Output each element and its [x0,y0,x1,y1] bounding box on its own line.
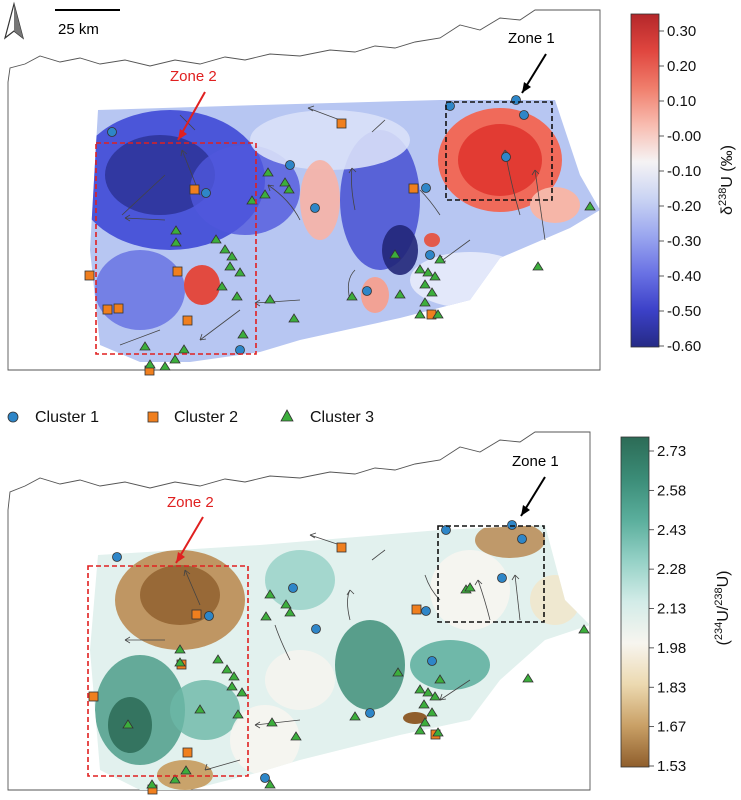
panel-delta238u: Zone 2 Zone 1 0.30 0.20 0.10 -0.00 -0.10 -0.2… [7,9,736,376]
legend-label: Cluster 1 [35,409,99,426]
delta238u-surface [90,100,600,362]
cluster1-sample [501,152,511,162]
colorbar-tick-label: 2.58 [657,482,686,499]
legend-label: Cluster 3 [310,409,374,426]
colorbar-tick-label: 2.28 [657,561,686,578]
cluster2-sample [191,609,202,620]
cluster1-sample [260,773,270,783]
colorbar-tick-label: 1.98 [657,640,686,657]
cluster2-sample [84,270,95,281]
cluster1-sample [421,183,431,193]
cluster1-sample [497,573,507,583]
zone1-box [445,101,553,201]
cluster1-sample [421,606,431,616]
cluster1-sample [425,250,435,260]
colorbar-tick-label: -0.10 [667,163,701,180]
cluster1-sample [445,101,455,111]
colorbar-tick-label: -0.50 [667,303,701,320]
cluster1-sample [362,286,372,296]
colorbar-tick-label: 1.83 [657,679,686,696]
colorbar-tick-label: 2.43 [657,522,686,539]
colorbar-tick-label: 2.13 [657,601,686,618]
colorbar-label: δ238U (‰) [717,145,736,215]
cluster1-sample [112,552,122,562]
cluster1-sample [288,583,298,593]
cluster1-sample [311,624,321,634]
zone1-label: Zone 1 [508,30,555,47]
colorbar-tick-label: 0.20 [667,58,696,75]
cluster1-sample [310,203,320,213]
sample-markers [88,520,590,795]
cluster2-sample [172,266,183,277]
cluster2-sample [336,118,347,129]
zone1-box [437,525,545,623]
cluster2-legend-icon [147,411,159,423]
flow-arrows [124,532,521,771]
cluster1-sample [365,708,375,718]
cluster1-legend-icon [7,411,19,423]
colorbar-tick-label: -0.40 [667,268,701,285]
cluster1-sample [511,95,521,105]
colorbar-tick-label: 1.67 [657,719,686,736]
cluster3-legend-icon [280,409,294,422]
cluster1-sample [235,345,245,355]
cluster1-sample [427,656,437,666]
state-outline [7,431,591,791]
state-outline [7,9,601,371]
zone2-label: Zone 2 [167,494,214,511]
legend: Cluster 1 Cluster 2 Cluster 3 [7,409,374,426]
colorbar-tick-label: 2.73 [657,443,686,460]
colorbar-tick-label: -0.60 [667,338,701,355]
cluster2-sample [408,183,419,194]
panel-234u-238u: Zone 2 Zone 1 2.73 2.58 2.43 2.28 2.13 1.98 1.… [7,431,732,795]
cluster1-sample [285,160,295,170]
cluster2-sample [113,303,124,314]
cluster1-sample [441,525,451,535]
cluster2-sample [336,542,347,553]
cluster1-sample [519,110,529,120]
north-arrow-icon [3,1,25,40]
colorbar-label: (234U/238U) [713,571,732,646]
zone2-box [87,565,249,777]
cluster2-sample [102,304,113,315]
colorbar-tick-label: -0.20 [667,198,701,215]
cluster1-sample [204,611,214,621]
uranium-ratio-surface [90,525,590,790]
cluster1-sample [201,188,211,198]
colorbar-tick-label: 0.10 [667,93,696,110]
scale-bar: 25 km [55,9,120,38]
zone2-box [95,142,257,355]
colorbar-tick-label: -0.30 [667,233,701,250]
scale-bar-label: 25 km [58,21,99,38]
cluster2-sample [88,691,99,702]
zone2-label: Zone 2 [170,68,217,85]
colorbar-tick-label: 0.30 [667,23,696,40]
colorbar-tick-label: -0.00 [667,128,701,145]
colorbar-delta238u: 0.30 0.20 0.10 -0.00 -0.10 -0.20 -0.30 -0.40 -0.… [630,13,736,355]
sample-markers [84,95,596,376]
colorbar-234u-238u: 2.73 2.58 2.43 2.28 2.13 1.98 1.83 1.67 1.53 (23… [620,436,732,775]
cluster1-sample [107,127,117,137]
cluster1-sample [517,534,527,544]
legend-label: Cluster 2 [174,409,238,426]
cluster2-sample [411,604,422,615]
colorbar-tick-label: 1.53 [657,758,686,775]
cluster2-sample [182,747,193,758]
cluster2-sample [189,184,200,195]
cluster2-sample [182,315,193,326]
cluster1-sample [507,520,517,530]
zone1-label: Zone 1 [512,453,559,470]
